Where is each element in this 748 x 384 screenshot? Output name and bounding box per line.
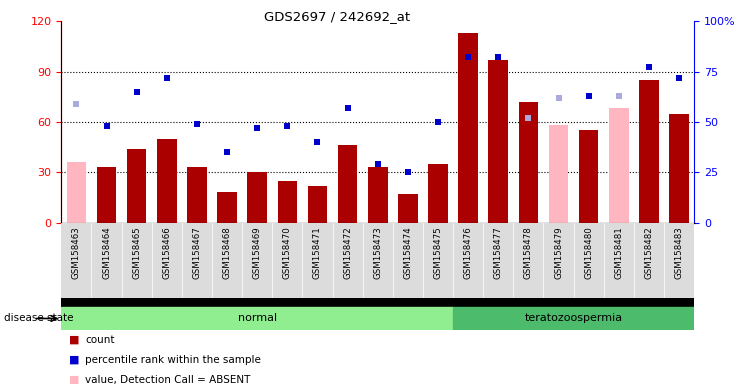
Bar [518, 102, 539, 223]
Text: GSM158471: GSM158471 [313, 227, 322, 279]
Bar [152, 223, 182, 298]
Text: normal: normal [238, 313, 277, 323]
Text: GSM158483: GSM158483 [675, 227, 684, 279]
Bar [338, 146, 358, 223]
Text: GSM158469: GSM158469 [253, 227, 262, 279]
Bar [248, 172, 267, 223]
Text: count: count [85, 335, 114, 345]
Bar [61, 307, 453, 330]
Point [161, 74, 173, 81]
Text: GDS2697 / 242692_at: GDS2697 / 242692_at [263, 10, 410, 23]
Text: GSM158472: GSM158472 [343, 227, 352, 279]
Bar [67, 162, 86, 223]
Text: ■: ■ [69, 335, 79, 345]
Text: teratozoospermia: teratozoospermia [524, 313, 622, 323]
Point [191, 121, 203, 127]
Text: GSM158466: GSM158466 [162, 227, 171, 279]
Bar [634, 223, 664, 298]
Bar [302, 223, 333, 298]
Point [553, 95, 565, 101]
Text: value, Detection Call = ABSENT: value, Detection Call = ABSENT [85, 375, 251, 384]
Bar [368, 167, 387, 223]
Bar [669, 114, 689, 223]
Text: GSM158475: GSM158475 [434, 227, 443, 279]
Bar [639, 80, 659, 223]
Point [100, 123, 112, 129]
Text: GSM158470: GSM158470 [283, 227, 292, 279]
Point [402, 169, 414, 175]
Text: GSM158480: GSM158480 [584, 227, 593, 279]
Point [462, 55, 474, 61]
Bar [459, 33, 478, 223]
Text: GSM158481: GSM158481 [614, 227, 623, 279]
Text: disease state: disease state [4, 313, 73, 323]
Bar [488, 60, 508, 223]
Text: GSM158465: GSM158465 [132, 227, 141, 279]
Point [251, 125, 263, 131]
Bar [363, 223, 393, 298]
Bar [664, 223, 694, 298]
Bar [549, 125, 568, 223]
Text: percentile rank within the sample: percentile rank within the sample [85, 355, 261, 365]
Point [673, 74, 685, 81]
Bar [272, 223, 302, 298]
Bar [544, 223, 574, 298]
Point [613, 93, 625, 99]
Bar [333, 223, 363, 298]
Text: GSM158479: GSM158479 [554, 227, 563, 279]
Bar [513, 223, 544, 298]
Point [492, 55, 504, 61]
Bar [91, 223, 122, 298]
Bar [278, 181, 297, 223]
Bar [182, 223, 212, 298]
Bar [61, 223, 91, 298]
Bar [579, 130, 598, 223]
Bar [61, 298, 694, 307]
Text: GSM158464: GSM158464 [102, 227, 111, 279]
Point [583, 93, 595, 99]
Bar [157, 139, 177, 223]
Text: GSM158467: GSM158467 [192, 227, 201, 279]
Point [311, 139, 323, 145]
Bar [609, 109, 628, 223]
Bar [307, 186, 328, 223]
Bar [212, 223, 242, 298]
Bar [453, 223, 483, 298]
Text: GSM158473: GSM158473 [373, 227, 382, 279]
Text: GSM158474: GSM158474 [403, 227, 412, 279]
Bar [96, 167, 117, 223]
Text: GSM158468: GSM158468 [223, 227, 232, 279]
Bar [574, 223, 604, 298]
Point [281, 123, 293, 129]
Bar [242, 223, 272, 298]
Point [372, 161, 384, 167]
Bar [428, 164, 448, 223]
Point [643, 65, 655, 71]
Point [221, 149, 233, 155]
Text: ■: ■ [69, 355, 79, 365]
Text: GSM158476: GSM158476 [464, 227, 473, 279]
Point [522, 115, 534, 121]
Bar [127, 149, 147, 223]
Bar [423, 223, 453, 298]
Text: GSM158482: GSM158482 [645, 227, 654, 279]
Point [342, 105, 354, 111]
Text: GSM158478: GSM158478 [524, 227, 533, 279]
Text: GSM158477: GSM158477 [494, 227, 503, 279]
Point [432, 119, 444, 125]
Bar [483, 223, 513, 298]
Bar [187, 167, 206, 223]
Bar [453, 307, 694, 330]
Point [131, 89, 143, 95]
Bar [217, 192, 237, 223]
Bar [604, 223, 634, 298]
Text: ■: ■ [69, 375, 79, 384]
Bar [398, 194, 417, 223]
Bar [393, 223, 423, 298]
Point [70, 101, 82, 107]
Text: GSM158463: GSM158463 [72, 227, 81, 279]
Bar [122, 223, 152, 298]
